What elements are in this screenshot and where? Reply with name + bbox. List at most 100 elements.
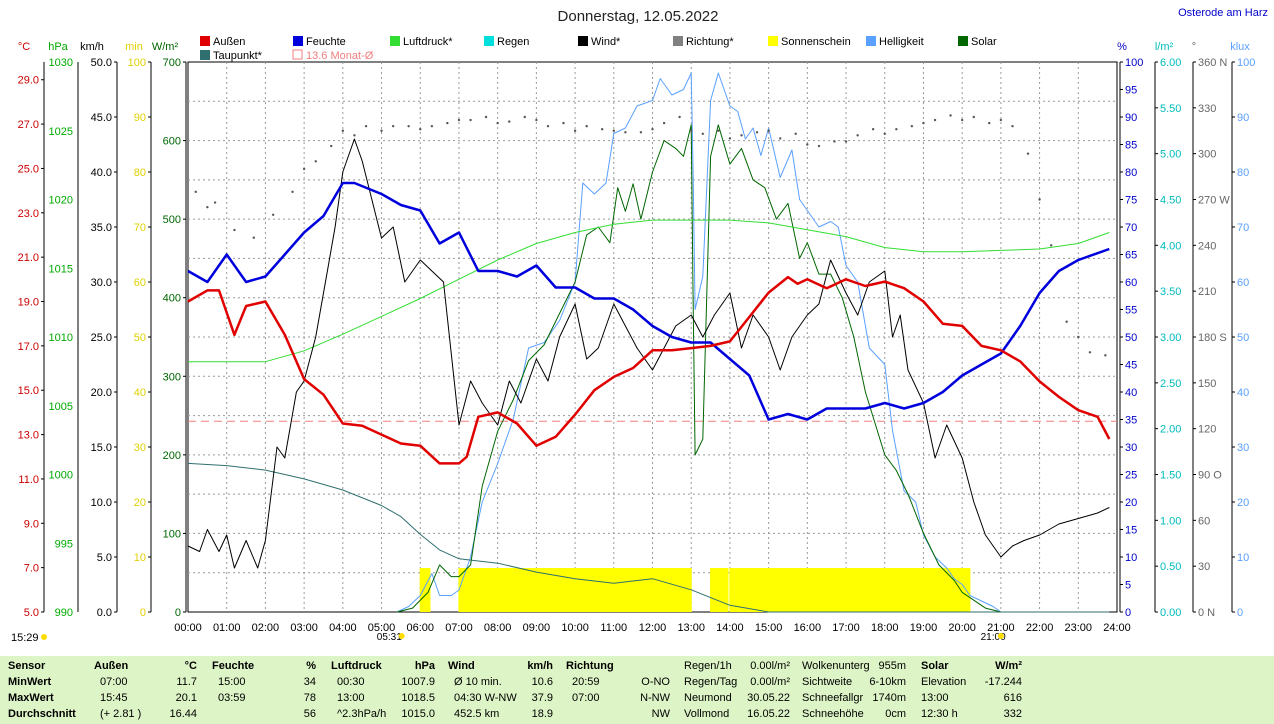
humidity-axis-tick: 30 [1125,442,1137,454]
sunmin-axis-tick: 30 [134,442,146,454]
x-tick-label: 03:00 [290,622,318,634]
x-tick-label: 00:00 [174,622,202,634]
station-name[interactable]: Osterode am Harz [1178,7,1268,19]
humidity-axis-tick: 20 [1125,497,1137,509]
stats-regen-label: Vollmond [684,708,730,720]
direction-point [573,129,577,132]
wind-axis-tick: 5.0 [97,552,112,564]
direction-point [871,128,875,131]
rain-axis-tick: 0.00 [1160,607,1181,619]
axes-layer: 00:00 01:00 02:00 03:00 04:00 05:00 06:00 07:00… [11,41,1255,644]
stats-richtung-time: 20:59 [572,676,600,688]
stats-richtung-value: O-NO [641,676,670,688]
wind-axis-tick: 35.0 [91,222,112,234]
x-tick-label: 06:00 [406,622,434,634]
stats-wind-value: 10.6 [531,676,553,688]
wind-axis-tick: 25.0 [91,332,112,344]
pressure-axis-unit: hPa [48,41,68,53]
direction-axis-tick: 210 [1198,286,1216,298]
temp-axis-tick: 29.0 [18,75,39,87]
rain-axis-tick: 0.50 [1160,561,1181,573]
sunmin-axis-tick: 0 [140,607,146,619]
direction-point [1088,351,1092,354]
stats-feuchte-header: Feuchte [212,660,255,672]
humidity-axis-tick: 95 [1125,85,1137,97]
sunmin-axis-tick: 100 [128,57,146,69]
stats-richtung-header: Richtung [566,660,614,672]
direction-axis-tick: 0 N [1198,607,1215,619]
wind-axis-tick: 40.0 [91,167,112,179]
direction-point [508,120,511,123]
direction-point [1049,244,1053,247]
direction-point [910,124,914,128]
lux-axis-tick: 0 [1237,607,1243,619]
stats-row-label: MaxWert [8,692,54,704]
x-tick-label: 19:00 [910,622,938,634]
x-tick-label: 17:00 [832,622,860,634]
stats-wind-header: Wind [448,660,475,672]
direction-point [562,121,565,125]
stats-regen-label: Neumond [684,692,732,704]
plot-grid [187,61,1118,613]
direction-point [856,134,859,137]
humidity-axis-tick: 10 [1125,552,1137,564]
lux-axis-tick: 20 [1237,497,1249,509]
lux-axis-tick: 10 [1237,552,1249,564]
direction-point [1038,198,1041,201]
wind-axis-tick: 45.0 [91,112,112,124]
direction-point [364,124,368,128]
legend-swatch [293,36,303,46]
direction-axis-tick: 60 [1198,515,1210,527]
stats-wolken-value: 0cm [885,708,906,720]
x-tick-label: 14:00 [716,622,744,634]
humidity-axis-tick: 15 [1125,525,1137,537]
direction-point [206,205,209,209]
pressure-axis-tick: 1000 [49,470,73,482]
sunmin-axis-tick: 20 [134,497,146,509]
series-feuchte [187,181,1110,421]
sunrise-label: 05:31 [377,632,402,643]
stats-luftdruck-unit: hPa [414,660,435,672]
x-tick-label: 08:00 [484,622,512,634]
humidity-axis-tick: 5 [1125,580,1131,592]
weather-chart: 00:00 01:00 02:00 03:00 04:00 05:00 06:00 07:00… [11,7,1268,644]
pressure-axis-tick: 1025 [49,126,73,138]
stats-wolken-label: Schneehöhe [802,708,864,720]
humidity-axis-tick: 100 [1125,57,1143,69]
stats-regen-value: 30.05.22 [747,692,790,704]
legend-swatch [484,36,494,46]
stats-solar-value: 332 [1003,708,1022,720]
stats-regen-value: 0.00l/m² [750,660,790,672]
humidity-axis-tick: 55 [1125,305,1137,317]
stats-wind-time: Ø 10 min. [454,676,502,688]
direction-point [496,121,499,125]
solar-axis-tick: 300 [163,371,181,383]
wind-axis-tick: 0.0 [97,607,112,619]
direction-point [585,124,588,128]
humidity-axis-tick: 75 [1125,195,1137,207]
pressure-axis-tick: 1015 [49,263,73,275]
legend-swatch [768,36,778,46]
humidity-axis-tick: 60 [1125,277,1137,289]
wind-axis-tick: 50.0 [91,57,112,69]
stats-wind-time: 04:30 W-NW [454,692,517,704]
current-time-icon [41,634,47,640]
stats-regen-value: 16.05.22 [747,708,790,720]
humidity-axis-tick: 80 [1125,167,1137,179]
direction-point [883,132,886,136]
legend: Außen Taupunkt* Feuchte 13.6 Monat-Ø Luftdru… [200,36,997,62]
direction-point [1065,320,1068,323]
x-tick-label: 23:00 [1065,622,1093,634]
stats-solar-header: Solar [921,660,949,672]
stats-solar-unit: W/m² [995,660,1022,672]
solar-axis-tick: 500 [163,214,181,226]
x-tick-label: 10:00 [561,622,589,634]
lux-axis-tick: 50 [1237,332,1249,344]
direction-point [302,167,306,171]
temp-axis-tick: 7.0 [24,563,39,575]
legend-swatch [292,49,303,60]
stats-feuchte-time: 15:00 [218,676,246,688]
humidity-axis-tick: 50 [1125,332,1137,344]
stats-regen-label: Regen/1h [684,660,732,672]
stats-row-label: Durchschnitt [8,708,76,720]
